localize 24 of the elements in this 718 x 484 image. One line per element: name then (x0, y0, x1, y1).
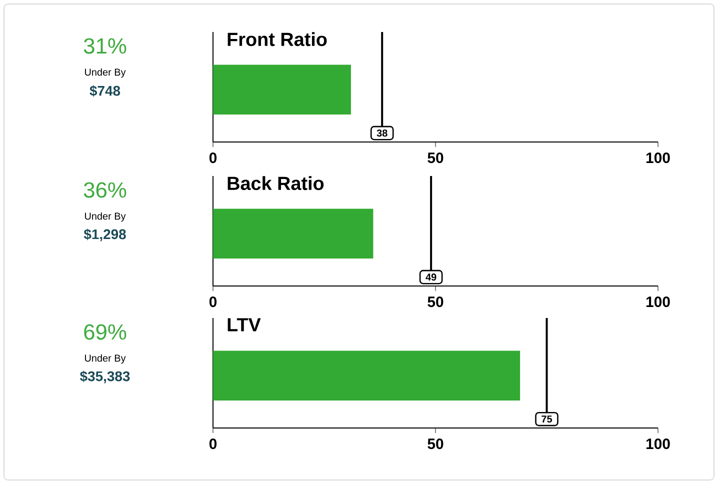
chart-title: Back Ratio (228, 176, 324, 190)
text: Under By (85, 354, 126, 364)
chart-title: LTV (228, 318, 261, 332)
x-tick-label: 0 (209, 152, 217, 164)
text: $748 (90, 85, 120, 97)
x-tick-label: 100 (646, 438, 670, 450)
x-tick-label: 50 (428, 296, 444, 308)
x-tick-label: 50 (428, 438, 444, 450)
text: $1,298 (84, 228, 126, 242)
text: Under By (85, 212, 126, 222)
x-tick-label: 0 (209, 296, 217, 308)
ref-line-label: 38 (376, 130, 388, 137)
text: $35,383 (80, 370, 130, 384)
text: 69% (84, 324, 126, 340)
ref-line-label: 49 (426, 274, 436, 281)
text: 31% (84, 38, 126, 54)
x-tick-label: 100 (646, 152, 670, 164)
chart-title: Front Ratio (228, 32, 327, 46)
text: 36% (84, 182, 126, 198)
ref-line-label: 75 (542, 416, 552, 423)
x-tick-label: 0 (209, 438, 217, 450)
x-tick-label: 100 (646, 296, 670, 308)
text: Under By (85, 68, 126, 78)
x-tick-label: 50 (428, 152, 444, 164)
